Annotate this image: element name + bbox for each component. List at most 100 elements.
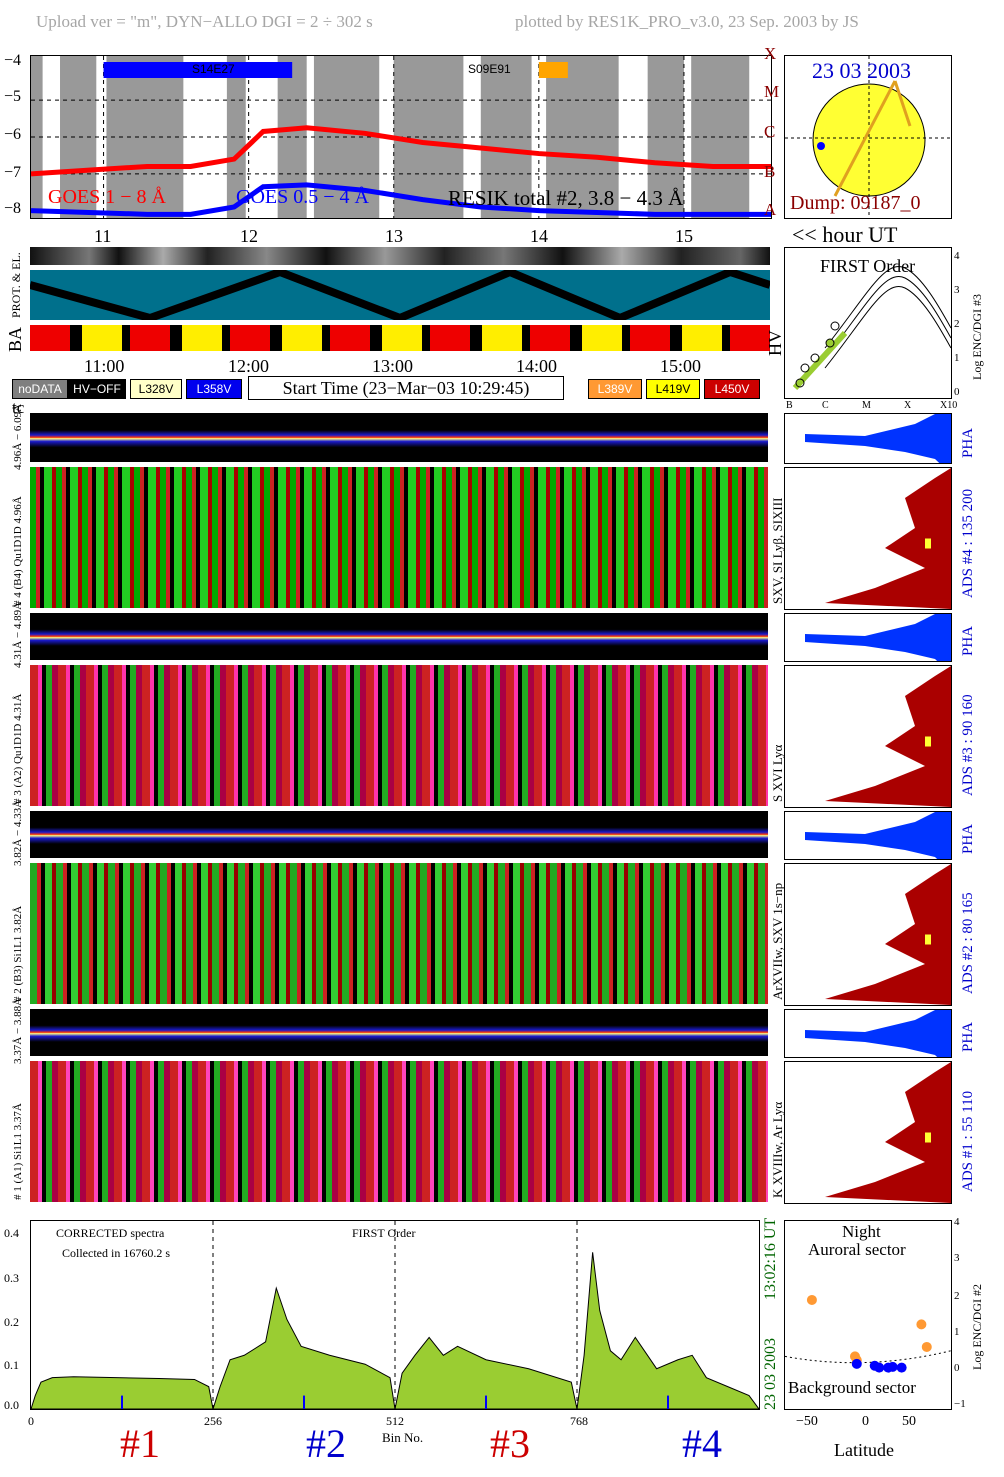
flare-class: B <box>764 162 776 181</box>
channel-label: # 1 (A1) Si1L1 3.37Å <box>12 1103 24 1200</box>
goes-short-label: GOES 0.5 − 4 Å <box>236 186 369 208</box>
spec-order: FIRST Order <box>352 1226 416 1240</box>
fo-y-tick: 0 <box>954 386 960 398</box>
bin-tick: 512 <box>386 1414 404 1428</box>
line-label: S XVI Lyα <box>770 744 785 802</box>
spec-date: 23 03 2003 <box>762 1338 779 1410</box>
hour-tick: 11 <box>94 226 112 246</box>
region-bar-1 <box>103 62 293 78</box>
bin-tick: 256 <box>204 1414 222 1428</box>
start-time: Start Time (23−Mar−03 10:29:45) <box>248 376 564 400</box>
legend-l450v: L450V <box>704 379 760 399</box>
goes-series-2 <box>31 182 771 217</box>
spectrum-area <box>31 1252 759 1409</box>
sun-disc <box>785 56 951 218</box>
fo-y-tick: 3 <box>954 284 960 296</box>
pha-label: 3.37Å − 3.88Å <box>12 997 24 1064</box>
sun-panel <box>784 55 952 219</box>
fo-x-tick: B <box>786 400 793 411</box>
ads-profile <box>784 467 952 610</box>
flare-class: X <box>764 44 777 63</box>
channel-image <box>30 1061 768 1202</box>
night-y-tick: 2 <box>954 1290 960 1302</box>
pha-tag: PHA <box>960 1021 976 1052</box>
legend-nodata: noDATA <box>12 379 68 399</box>
first-order-panel <box>784 247 952 399</box>
resik-label: RESIK total #2, 3.8 − 4.3 Å <box>448 186 684 210</box>
y-tick: −6 <box>4 126 22 143</box>
gray-band <box>546 56 619 218</box>
night-plot <box>785 1294 951 1373</box>
pha-label: 4.31Å − 4.89Å <box>12 601 24 668</box>
fo-y-tick: 4 <box>954 250 960 262</box>
hv-label: HV <box>765 330 785 356</box>
pha-tag: PHA <box>960 625 976 656</box>
y-tick: −4 <box>4 52 22 69</box>
y-tick: −5 <box>4 88 22 105</box>
background-curve <box>785 1350 951 1364</box>
hour-tick: 14 <box>530 226 548 246</box>
fo-x-tick: X <box>904 400 912 411</box>
night-panel <box>784 1220 952 1410</box>
spec-collected: Collected in 16760.2 s <box>62 1246 170 1260</box>
night-point <box>851 1358 862 1369</box>
channel-image <box>30 467 768 608</box>
header-upload-info: Upload ver = "m", DYN−ALLO DGI = 2 ÷ 302… <box>36 12 373 31</box>
hour-tick: 13 <box>385 226 403 246</box>
gray-strip <box>30 247 770 265</box>
section-label-4: #4 <box>682 1421 722 1466</box>
pha-label: 3.82Å − 4.33Å <box>12 799 24 866</box>
night-point <box>896 1362 907 1373</box>
ba-panel <box>30 325 770 351</box>
section-label-1: #1 <box>120 1421 160 1466</box>
first-order-title: FIRST Order <box>820 256 916 276</box>
time-tick: 11:00 <box>84 356 125 376</box>
first-order-plot <box>792 266 951 391</box>
goes-long-label: GOES 1 − 8 Å <box>48 186 166 208</box>
line-label: K XVIIIw, Ar Lyα <box>770 1101 785 1198</box>
region-label-1: S14E27 <box>192 62 235 76</box>
legend-label: L419V <box>655 382 691 396</box>
goes-y-axis: −4 −5 −6 −7 −8 <box>4 52 30 222</box>
auroral-title: Auroral sector <box>808 1240 906 1259</box>
legend-label: L389V <box>597 382 633 396</box>
pha-tag: PHA <box>960 427 976 458</box>
channel-label: # 2 (B3) Si1L1 3.82Å <box>12 905 24 1002</box>
hour-tick: 12 <box>240 226 258 246</box>
spec-y-tick: 0.1 <box>4 1358 19 1372</box>
goes-series-1 <box>31 125 771 177</box>
sun-date: 23 03 2003 <box>812 58 911 83</box>
goes-plot <box>31 56 771 218</box>
gray-band <box>31 56 43 218</box>
flare-class: A <box>764 200 777 219</box>
pha-strip <box>30 613 768 660</box>
time-tick: 12:00 <box>228 356 270 376</box>
gray-band <box>393 56 464 218</box>
legend-label: noDATA <box>18 382 62 396</box>
night-point <box>806 1294 817 1305</box>
legend-hvoff: HV−OFF <box>68 379 126 399</box>
pha-profile <box>784 413 952 464</box>
ba-label: BA <box>5 326 25 352</box>
legend-label: HV−OFF <box>73 382 121 396</box>
ads-label: ADS #4 : 135 200 <box>960 488 976 598</box>
fo-y-tick: 2 <box>954 318 960 330</box>
bin-tick: 768 <box>570 1414 588 1428</box>
spec-y-tick: 0.3 <box>4 1271 19 1285</box>
header-plot-info: plotted by RES1K_PRO_v3.0, 23 Sep. 2003 … <box>515 12 859 31</box>
flare-class: C <box>764 122 776 141</box>
latitude-label: Latitude <box>834 1440 894 1460</box>
gray-band <box>226 56 246 218</box>
pha-strip <box>30 413 768 462</box>
ads-label: ADS #2 : 80 165 <box>960 892 976 994</box>
night-point <box>916 1319 927 1330</box>
legend-label: L450V <box>714 382 750 396</box>
pha-strip <box>30 1009 768 1056</box>
spec-y-tick: 0.2 <box>4 1315 19 1329</box>
spec-y-tick: 0.0 <box>4 1398 19 1412</box>
channel-label: # 4 (B4) Qu1D1D 4.96Å <box>12 496 24 606</box>
dump-label: Dump: 09187_0 <box>790 192 921 214</box>
fo-x-tick: M <box>862 400 871 411</box>
line-label: SXV, SI Lyβ, SIXIII <box>770 497 785 604</box>
night-point <box>921 1341 932 1352</box>
